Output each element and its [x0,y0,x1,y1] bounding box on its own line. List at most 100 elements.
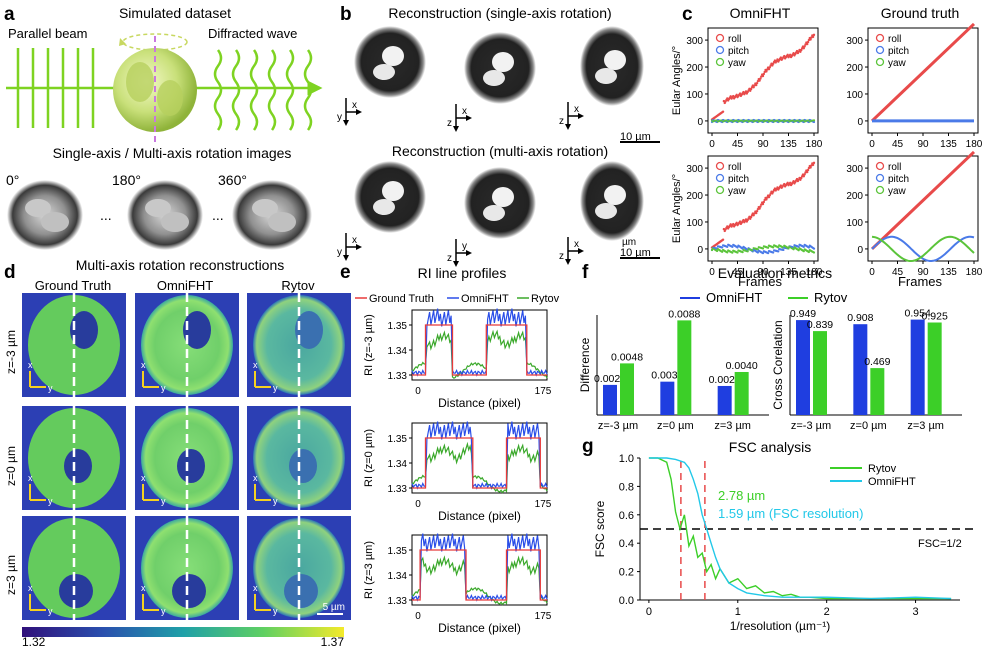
c-xtick-label: 180 [966,139,983,150]
c-legend-label: yaw [728,58,747,69]
f-legend-label: Rytov [814,290,848,305]
roll-point [759,205,762,208]
c-plot-frame [707,27,819,134]
e-xtick-label: 0 [415,386,421,397]
c-xtick-label: 180 [966,267,983,278]
c-ytick-label: 200 [686,191,703,202]
f-ylabel: Cross Corelation [771,320,785,409]
d-col-gt: Ground Truth [35,278,112,293]
e-xtick-label: 175 [535,611,552,622]
scalebar-single-label: 10 µm [620,131,651,143]
c-title-right: Ground truth [881,5,960,21]
fsc-annotation-rytov: 2.78 µm [718,488,765,503]
roll-point [755,83,758,87]
e-legend-label: Rytov [531,293,560,305]
roll-point [732,94,735,98]
roll-point [721,110,725,113]
yaw-point [807,250,811,254]
yaw-point [761,247,765,250]
axis-x-label: x [28,473,33,483]
d-row-1: z=0 µm [4,446,18,486]
c-xtick-label: 135 [780,139,797,150]
ground-truth-profile [412,324,547,376]
axis-h-arrow [356,109,362,115]
g-title: FSC analysis [729,439,811,455]
roll-point [735,221,738,225]
c-ylabel: Eular Angles/° [671,174,683,243]
e-xtick-label: 175 [535,386,552,397]
c-xtick-label: 45 [732,139,744,150]
pitch-point [802,245,805,248]
roll-point [765,198,768,201]
roll-point [761,74,765,78]
roll-point [762,72,766,76]
pitch-point [756,251,760,254]
f-bar-label: 0.908 [847,312,873,324]
f-bar [870,368,885,415]
e-ytick-label: 1.35 [388,321,408,332]
axis-y-label: y [48,383,53,393]
e-ytick-label: 1.35 [388,546,408,557]
e-ylabel: RI (z=3 µm) [363,541,375,599]
rytov-profile [411,441,548,494]
e-ytick-label: 1.34 [388,346,408,357]
c-xtick-label: 180 [806,139,823,150]
yaw-point [787,247,790,250]
axis-h-label: y [462,241,467,252]
f-bar-label: 0.839 [807,319,833,331]
c-legend-marker [875,173,885,183]
nucleus-blob [382,181,404,201]
axis-y-label: y [273,606,278,616]
c-xtick-label: 90 [757,139,769,150]
roll-point [752,214,755,217]
c-legend-label: roll [888,162,901,173]
d-title: Multi-axis rotation reconstructions [76,257,285,273]
f-bar [717,385,732,415]
angle-360-label: 360° [218,172,247,188]
roll-point [755,211,758,215]
roll-point [769,192,772,195]
roll-line [870,150,976,251]
panel-letter-a: a [4,4,15,25]
roll-point [803,45,806,48]
g-xtick-label: 1 [735,606,741,618]
pitch-point [736,246,739,249]
f-category-label: z=3 µm [907,420,944,432]
roll-point [800,47,804,50]
f-bar [620,363,634,415]
parallel-beam-label: Parallel beam [8,26,88,41]
axis-x-label: x [28,360,33,370]
c-xtick-label: 0 [709,139,715,150]
roll-point [786,53,789,57]
axis-x-label: x [253,473,258,483]
axis-h-label: x [574,104,579,115]
rotation-image-0 [7,180,83,250]
c-ytick-label: 200 [686,63,703,74]
axis-y-label: y [161,383,166,393]
c-plot-frame [867,27,979,134]
f-bar-label: 0.0040 [726,360,758,372]
nucleus-blob [483,70,505,86]
cell-nucleus [177,449,205,483]
d-row-2: z=3 µm [4,555,18,595]
c-legend-marker [715,185,725,195]
g-legend-label: Rytov [868,463,897,475]
ellipsis-1: ... [100,207,112,223]
roll-point [765,70,768,73]
c-legend-marker [715,57,725,67]
yaw-point [812,251,816,254]
omnifht-profile [411,421,548,490]
c-xtick-label: 180 [806,267,823,278]
f-bar [853,324,868,415]
roll-point [755,209,759,213]
f-bar [603,384,617,415]
e-ytick-label: 1.33 [388,371,408,382]
roll-point [811,163,815,167]
c-legend-label: pitch [728,46,749,57]
e-ytick-label: 1.34 [388,459,408,470]
c-legend-marker [875,33,885,43]
pitch-point [772,251,775,254]
panel-b: Reconstruction (single-axis rotation) Re… [337,5,660,267]
c-xtick-label: 135 [940,267,957,278]
fsc-threshold-label: FSC=1/2 [918,538,962,550]
